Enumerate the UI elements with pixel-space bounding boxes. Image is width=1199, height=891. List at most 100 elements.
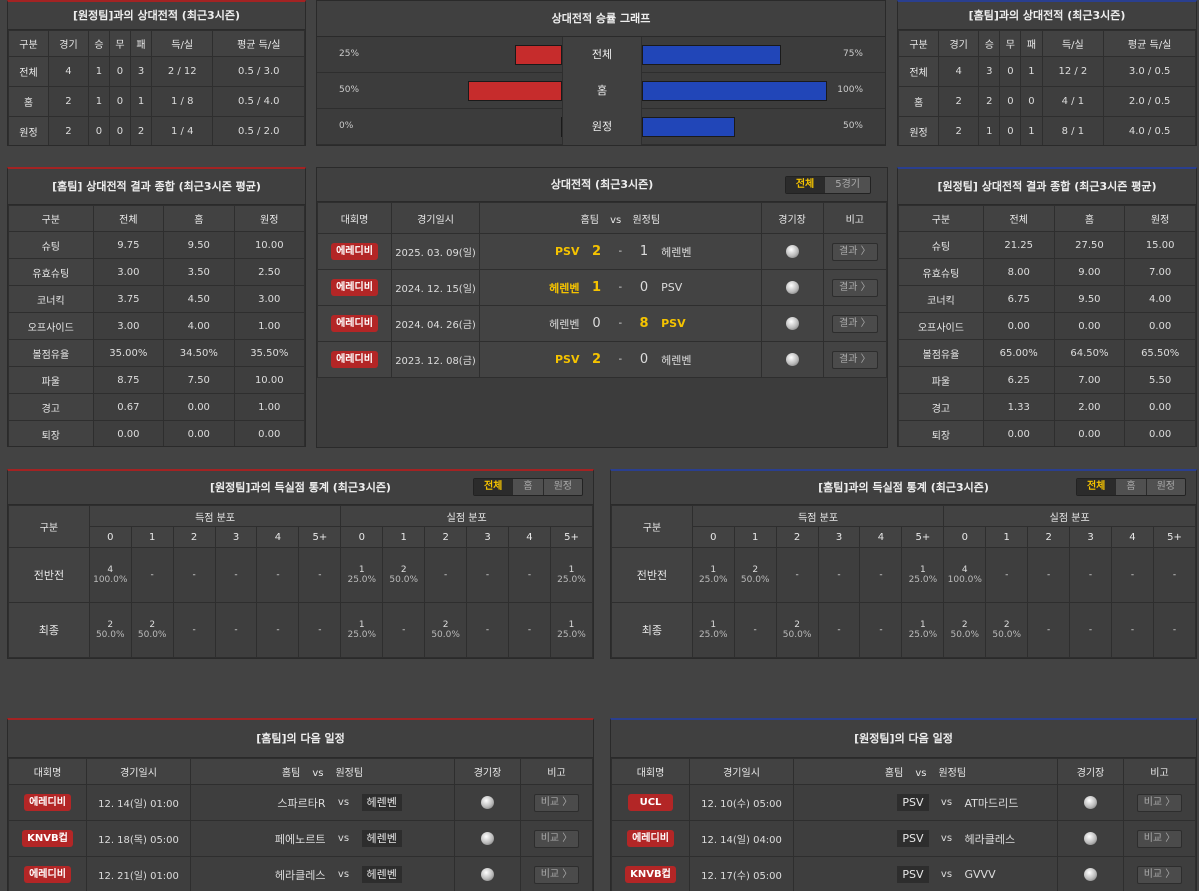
- soccer-ball-icon[interactable]: [1084, 868, 1097, 881]
- table-cell: -: [1069, 602, 1113, 658]
- percent-value: 25.0%: [557, 575, 586, 585]
- count-value: 2: [794, 620, 800, 630]
- away-team: GVVV: [964, 856, 1058, 891]
- count-value: -: [485, 570, 490, 580]
- row-label: 전체: [8, 56, 49, 87]
- column-header: 원정: [1124, 205, 1196, 232]
- tab-away[interactable]: 원정: [1145, 479, 1185, 495]
- soccer-ball-icon[interactable]: [481, 796, 494, 809]
- table-cell: 9.50: [163, 231, 235, 259]
- away-team-name: 헤렌벤: [361, 866, 402, 883]
- league-badge[interactable]: 에레디비: [627, 830, 674, 847]
- league-badge[interactable]: 에레디비: [24, 794, 71, 811]
- right-win-bar: [642, 45, 781, 65]
- tab-all[interactable]: 전체: [785, 177, 825, 193]
- league-badge[interactable]: 에레디비: [331, 279, 378, 296]
- result-button[interactable]: 결과 〉: [832, 278, 878, 297]
- league-badge[interactable]: 에레디비: [331, 351, 378, 368]
- panel-title: [홈팀]과의 득실점 통계 (최근3시즌) 전체 홈 원정: [611, 471, 1196, 505]
- tab-all[interactable]: 전체: [1076, 479, 1116, 495]
- graph-row-label: 원정: [562, 109, 642, 145]
- home-team: PSV: [479, 341, 580, 378]
- tab-away[interactable]: 원정: [542, 479, 582, 495]
- league-cell: KNVB컵: [8, 820, 87, 857]
- goal-count-header: 3: [466, 526, 510, 548]
- row-label: 파울: [8, 366, 94, 394]
- league-badge[interactable]: UCL: [627, 794, 674, 811]
- stadium-cell: [1057, 820, 1124, 857]
- soccer-ball-icon[interactable]: [481, 832, 494, 845]
- soccer-ball-icon[interactable]: [785, 281, 799, 294]
- tab-5games[interactable]: 5경기: [824, 177, 870, 193]
- result-button[interactable]: 결과 〉: [832, 242, 878, 261]
- table-cell: 1.00: [233, 312, 305, 340]
- soccer-ball-icon[interactable]: [785, 353, 799, 366]
- soccer-ball-icon[interactable]: [1084, 796, 1097, 809]
- compare-button[interactable]: 비교 〉: [1136, 865, 1183, 884]
- scored-header: 득점 분포: [691, 505, 945, 527]
- table-cell: 4.50: [163, 285, 235, 313]
- row-label: 유효슈팅: [8, 258, 94, 286]
- home-team: 헤라클레스: [190, 856, 326, 891]
- compare-button[interactable]: 비교 〉: [1136, 829, 1183, 848]
- league-badge[interactable]: 에레디비: [24, 866, 71, 883]
- soccer-ball-icon[interactable]: [481, 868, 494, 881]
- count-value: -: [234, 570, 238, 580]
- win-graph-panel: 상대전적 승률 그래프 25% 전체 75% 50% 홈 100% 0% 원정 50%: [316, 0, 886, 146]
- table-cell: 0.00: [1053, 312, 1126, 340]
- table-row: 에레디비 12. 14(일) 04:00 PSV vs 헤라클레스 비교 〉: [611, 820, 1196, 857]
- left-win-bar: [515, 45, 562, 65]
- result-button[interactable]: 결과 〉: [832, 350, 878, 369]
- compare-button[interactable]: 비교 〉: [1136, 793, 1183, 812]
- stadium-cell: [1057, 856, 1124, 891]
- column-header: 홈: [163, 205, 235, 232]
- stadium-cell: [454, 784, 521, 821]
- count-value: -: [276, 570, 280, 580]
- count-value: -: [1005, 570, 1009, 580]
- percent-value: 100.0%: [947, 575, 982, 585]
- compare-button[interactable]: 비교 〉: [533, 865, 580, 884]
- table-cell: 3.75: [92, 285, 165, 313]
- table-cell: -: [817, 547, 861, 603]
- table-cell: -: [1069, 547, 1113, 603]
- column-header: 패: [129, 30, 153, 57]
- table-row: 유효슈팅 3.00 3.50 2.50: [8, 258, 305, 286]
- goal-count-header: 2: [775, 526, 819, 548]
- goal-count-header: 5+: [298, 526, 342, 548]
- row-label: 볼점유율: [8, 339, 94, 367]
- away-team-name: 헤렌벤: [361, 830, 402, 847]
- tab-home[interactable]: 홈: [1115, 479, 1146, 495]
- league-cell: 에레디비: [317, 305, 392, 342]
- count-value: -: [192, 625, 196, 635]
- column-header: 경기일시: [86, 758, 191, 785]
- percent-value: 25.0%: [347, 575, 377, 585]
- left-percent: 25%: [339, 49, 360, 59]
- graph-row-label: 전체: [562, 37, 642, 73]
- table-header-row: 대회명 경기일시 홈팀 vs 원정팀 경기장 비고: [317, 202, 887, 234]
- percent-value: 50.0%: [950, 630, 980, 640]
- soccer-ball-icon[interactable]: [1084, 832, 1097, 845]
- table-cell: -: [1027, 602, 1071, 658]
- compare-button[interactable]: 비교 〉: [533, 829, 580, 848]
- away-score: 8: [627, 305, 662, 342]
- compare-button[interactable]: 비교 〉: [533, 793, 580, 812]
- graph-row: 50% 홈 100%: [317, 73, 885, 109]
- table-row: 파울 8.75 7.50 10.00: [8, 366, 305, 394]
- table-header-row: 구분 전체 홈 원정: [8, 205, 305, 232]
- league-badge[interactable]: KNVB컵: [22, 830, 73, 847]
- soccer-ball-icon[interactable]: [785, 317, 799, 330]
- home-score: 2: [579, 233, 614, 270]
- league-badge[interactable]: 에레디비: [331, 315, 378, 332]
- table-cell: 0.00: [163, 393, 235, 421]
- tab-all[interactable]: 전체: [473, 479, 513, 495]
- league-badge[interactable]: KNVB컵: [625, 866, 676, 883]
- table-cell: -: [214, 602, 258, 658]
- count-value: -: [444, 570, 448, 580]
- table-cell: 0.00: [1124, 393, 1196, 421]
- panel-title: 상대전적 승률 그래프: [317, 1, 885, 37]
- tab-home[interactable]: 홈: [512, 479, 543, 495]
- table-cell: 12 / 2: [1041, 56, 1105, 87]
- soccer-ball-icon[interactable]: [785, 245, 799, 258]
- result-button[interactable]: 결과 〉: [832, 314, 878, 333]
- league-badge[interactable]: 에레디비: [331, 243, 378, 260]
